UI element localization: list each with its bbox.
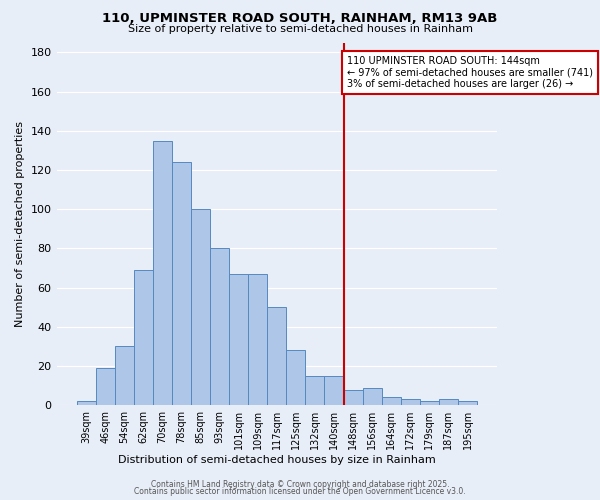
Bar: [191, 209, 210, 405]
Y-axis label: Number of semi-detached properties: Number of semi-detached properties: [15, 121, 25, 327]
Bar: [286, 350, 305, 405]
Text: 110 UPMINSTER ROAD SOUTH: 144sqm
← 97% of semi-detached houses are smaller (741): 110 UPMINSTER ROAD SOUTH: 144sqm ← 97% o…: [347, 56, 593, 90]
Bar: [344, 390, 362, 405]
Bar: [401, 400, 420, 405]
Bar: [439, 400, 458, 405]
Bar: [325, 376, 344, 405]
Bar: [248, 274, 267, 405]
Text: Size of property relative to semi-detached houses in Rainham: Size of property relative to semi-detach…: [128, 24, 473, 34]
X-axis label: Distribution of semi-detached houses by size in Rainham: Distribution of semi-detached houses by …: [118, 455, 436, 465]
Bar: [267, 307, 286, 405]
Bar: [210, 248, 229, 405]
Bar: [95, 368, 115, 405]
Text: Contains HM Land Registry data © Crown copyright and database right 2025.: Contains HM Land Registry data © Crown c…: [151, 480, 449, 489]
Bar: [115, 346, 134, 405]
Bar: [77, 402, 95, 405]
Text: Contains public sector information licensed under the Open Government Licence v3: Contains public sector information licen…: [134, 487, 466, 496]
Bar: [382, 398, 401, 405]
Bar: [305, 376, 325, 405]
Bar: [134, 270, 153, 405]
Bar: [153, 140, 172, 405]
Text: 110, UPMINSTER ROAD SOUTH, RAINHAM, RM13 9AB: 110, UPMINSTER ROAD SOUTH, RAINHAM, RM13…: [103, 12, 497, 26]
Bar: [229, 274, 248, 405]
Bar: [458, 402, 477, 405]
Bar: [362, 388, 382, 405]
Bar: [172, 162, 191, 405]
Bar: [420, 402, 439, 405]
